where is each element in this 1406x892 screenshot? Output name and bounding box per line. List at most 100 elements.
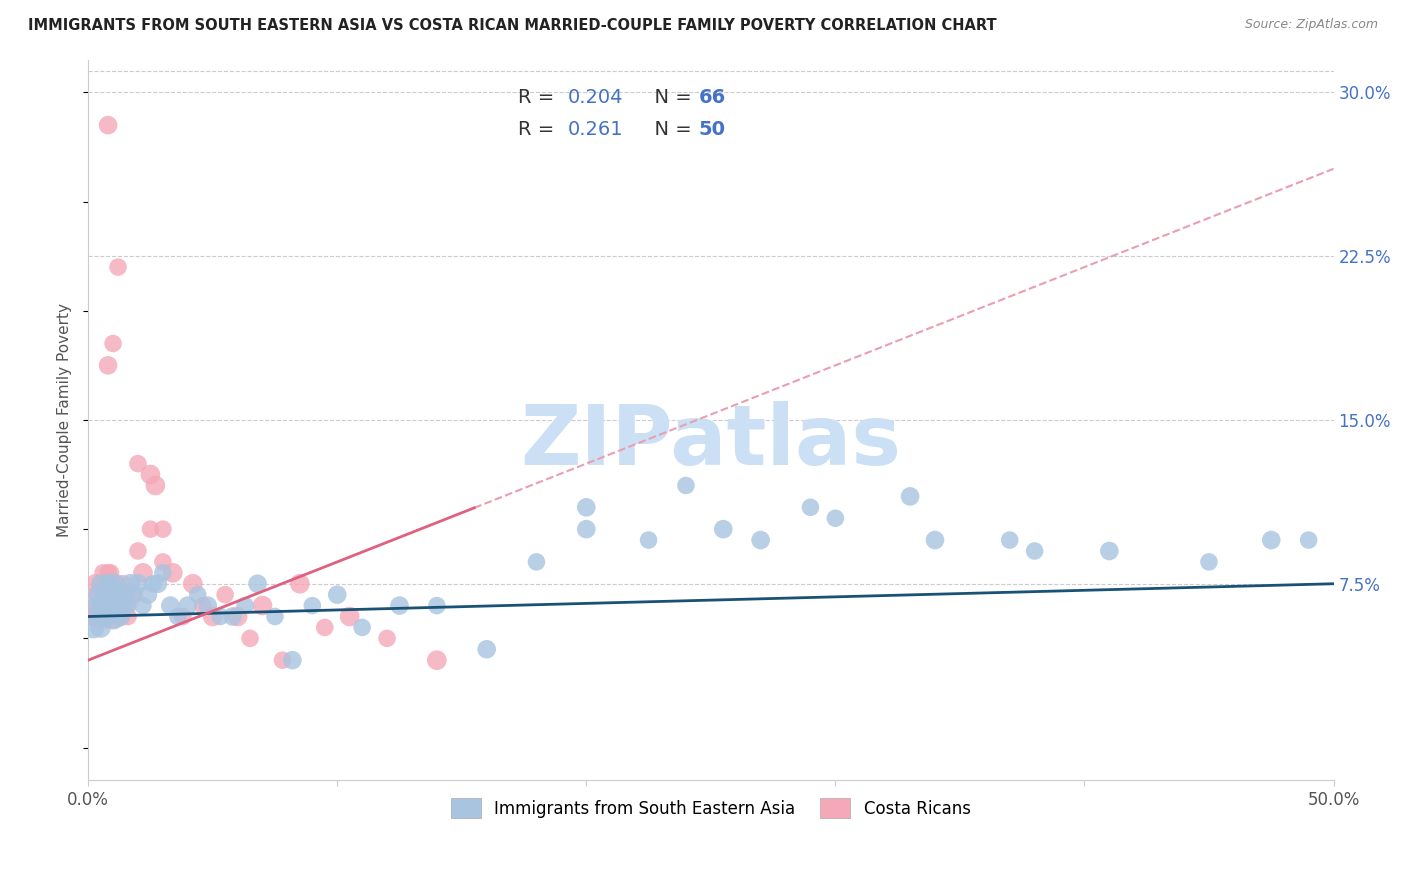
- Text: R =: R =: [517, 87, 561, 107]
- Point: [114, 588, 136, 602]
- Text: ZIPatlas: ZIPatlas: [520, 401, 901, 482]
- Point: [90, 576, 112, 591]
- Point: [1024, 544, 1046, 558]
- Point: [101, 588, 124, 602]
- Point: [100, 599, 122, 613]
- Point: [127, 576, 149, 591]
- Point: [426, 599, 449, 613]
- Point: [142, 576, 165, 591]
- Point: [136, 588, 159, 602]
- Point: [132, 599, 155, 613]
- Point: [107, 588, 129, 602]
- Point: [159, 599, 181, 613]
- Point: [326, 588, 349, 602]
- Point: [90, 620, 112, 634]
- Point: [177, 599, 200, 613]
- Point: [94, 576, 117, 591]
- Point: [998, 533, 1021, 547]
- Point: [101, 576, 124, 591]
- Point: [110, 609, 132, 624]
- Point: [352, 620, 374, 634]
- Point: [82, 620, 104, 634]
- Point: [84, 599, 107, 613]
- Point: [114, 599, 136, 613]
- Text: 66: 66: [699, 87, 725, 107]
- Point: [1198, 555, 1220, 569]
- Point: [252, 599, 274, 613]
- Point: [132, 566, 155, 580]
- Text: IMMIGRANTS FROM SOUTH EASTERN ASIA VS COSTA RICAN MARRIED-COUPLE FAMILY POVERTY : IMMIGRANTS FROM SOUTH EASTERN ASIA VS CO…: [28, 18, 997, 33]
- Point: [111, 599, 134, 613]
- Point: [1298, 533, 1320, 547]
- Point: [84, 599, 107, 613]
- Point: [104, 599, 127, 613]
- Point: [339, 609, 361, 624]
- Point: [97, 576, 120, 591]
- Point: [90, 599, 112, 613]
- Point: [110, 609, 132, 624]
- Point: [246, 576, 269, 591]
- Point: [94, 588, 117, 602]
- Point: [526, 555, 548, 569]
- Point: [127, 457, 149, 471]
- Point: [475, 642, 498, 657]
- Point: [314, 620, 336, 634]
- Point: [97, 609, 120, 624]
- Point: [575, 522, 598, 536]
- Point: [146, 576, 169, 591]
- Point: [100, 566, 122, 580]
- Point: [87, 588, 110, 602]
- Point: [152, 522, 174, 536]
- Point: [301, 599, 323, 613]
- Point: [117, 609, 139, 624]
- Point: [288, 576, 311, 591]
- Point: [637, 533, 659, 547]
- Point: [94, 609, 117, 624]
- Point: [145, 478, 167, 492]
- Point: [172, 609, 194, 624]
- Point: [152, 555, 174, 569]
- Point: [91, 588, 114, 602]
- Point: [799, 500, 821, 515]
- Point: [239, 632, 262, 646]
- Point: [209, 609, 232, 624]
- Point: [924, 533, 946, 547]
- Point: [91, 599, 114, 613]
- Point: [91, 566, 114, 580]
- Point: [426, 653, 449, 667]
- Point: [97, 359, 120, 373]
- Text: N =: N =: [643, 87, 699, 107]
- Point: [101, 609, 124, 624]
- Point: [221, 609, 243, 624]
- Point: [281, 653, 304, 667]
- Point: [87, 609, 110, 624]
- Point: [898, 489, 921, 503]
- Text: 0.204: 0.204: [568, 87, 623, 107]
- Y-axis label: Married-Couple Family Poverty: Married-Couple Family Poverty: [58, 303, 72, 537]
- Point: [104, 576, 127, 591]
- Point: [187, 588, 209, 602]
- Point: [122, 588, 145, 602]
- Point: [90, 609, 112, 624]
- Point: [87, 609, 110, 624]
- Point: [214, 588, 236, 602]
- Point: [711, 522, 734, 536]
- Point: [388, 599, 411, 613]
- Point: [87, 588, 110, 602]
- Point: [139, 467, 162, 482]
- Point: [97, 118, 120, 132]
- Point: [97, 599, 120, 613]
- Point: [122, 588, 145, 602]
- Text: N =: N =: [643, 120, 699, 139]
- Point: [824, 511, 846, 525]
- Point: [197, 599, 219, 613]
- Point: [94, 599, 117, 613]
- Text: Source: ZipAtlas.com: Source: ZipAtlas.com: [1244, 18, 1378, 31]
- Point: [101, 336, 124, 351]
- Point: [264, 609, 287, 624]
- Point: [166, 609, 188, 624]
- Point: [201, 609, 224, 624]
- Point: [120, 576, 142, 591]
- Point: [107, 588, 129, 602]
- Point: [127, 544, 149, 558]
